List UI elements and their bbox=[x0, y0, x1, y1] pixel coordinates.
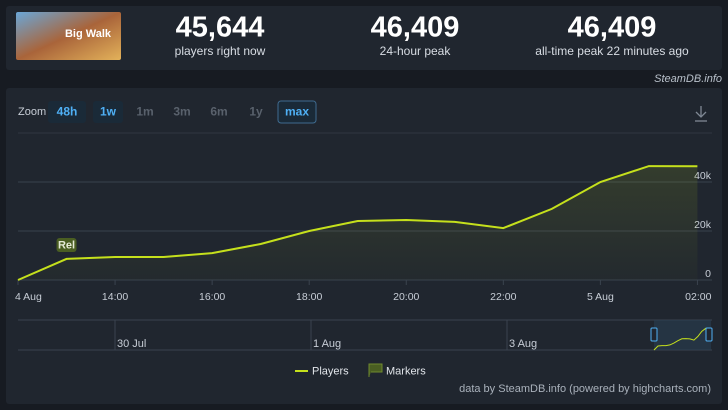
zoom-button[interactable]: 48h bbox=[57, 105, 78, 119]
credits[interactable]: data by SteamDB.info (powered by highcha… bbox=[459, 383, 711, 395]
stat-value: 45,644 bbox=[176, 12, 265, 44]
navigator-label: 3 Aug bbox=[509, 338, 537, 350]
series-area bbox=[18, 166, 698, 280]
navigator-window bbox=[654, 320, 711, 350]
y-tick-label: 0 bbox=[705, 268, 711, 280]
x-tick-label: 22:00 bbox=[490, 291, 516, 303]
navigator-label: 1 Aug bbox=[313, 338, 341, 350]
y-tick-label: 40k bbox=[694, 170, 712, 182]
stat-label: 24-hour peak bbox=[380, 44, 452, 58]
zoom-button[interactable]: max bbox=[285, 105, 309, 119]
navigator-label: 30 Jul bbox=[117, 338, 146, 350]
legend-flag bbox=[368, 363, 383, 377]
legend-label[interactable]: Players bbox=[312, 365, 349, 377]
zoom-button[interactable]: 1w bbox=[100, 105, 117, 119]
zoom-button-bg[interactable] bbox=[48, 101, 86, 123]
zoom-button[interactable]: 1y bbox=[249, 105, 263, 119]
chart: 0 20k 40k 4 Aug 14:00 16:00 18:00 20:00 22:00 5 A… bbox=[15, 132, 713, 395]
x-tick-label: 5 Aug bbox=[587, 291, 614, 303]
site-link[interactable]: SteamDB.info bbox=[654, 73, 722, 85]
x-tick-label: 18:00 bbox=[296, 291, 322, 303]
navigator-handle[interactable] bbox=[705, 327, 713, 342]
series-line bbox=[17, 165, 698, 281]
zoom-button[interactable]: 1m bbox=[136, 105, 153, 119]
legend-label[interactable]: Markers bbox=[386, 365, 426, 377]
x-tick-label: 16:00 bbox=[199, 291, 225, 303]
x-tick-label: 14:00 bbox=[102, 291, 128, 303]
x-tick-label: 20:00 bbox=[393, 291, 419, 303]
x-tick-label: 02:00 bbox=[685, 291, 711, 303]
game-logo: Big Walk bbox=[65, 28, 112, 40]
x-tick-label: 4 Aug bbox=[15, 291, 42, 303]
annotation-label: Rel bbox=[58, 239, 75, 251]
stat-value: 46,409 bbox=[371, 12, 460, 44]
zoom-label: Zoom bbox=[18, 106, 46, 118]
stat-value: 46,409 bbox=[568, 12, 657, 44]
stat-label: players right now bbox=[175, 44, 266, 58]
game-image[interactable] bbox=[16, 12, 121, 60]
annotation-flag[interactable] bbox=[56, 238, 77, 252]
download-icon[interactable] bbox=[695, 106, 707, 122]
y-tick-label: 20k bbox=[694, 219, 712, 231]
zoom-button-bg[interactable] bbox=[277, 100, 317, 124]
zoom-button-bg[interactable] bbox=[93, 101, 123, 123]
zoom-buttons: 48h 1w 1m 3m 6m 1y max bbox=[48, 100, 317, 124]
navigator-handle[interactable] bbox=[650, 327, 658, 342]
zoom-button[interactable]: 6m bbox=[210, 105, 227, 119]
stats-panel bbox=[6, 6, 722, 70]
zoom-button[interactable]: 3m bbox=[173, 105, 190, 119]
navigator-line bbox=[653, 327, 710, 351]
stat-label: all-time peak 22 minutes ago bbox=[535, 44, 689, 58]
